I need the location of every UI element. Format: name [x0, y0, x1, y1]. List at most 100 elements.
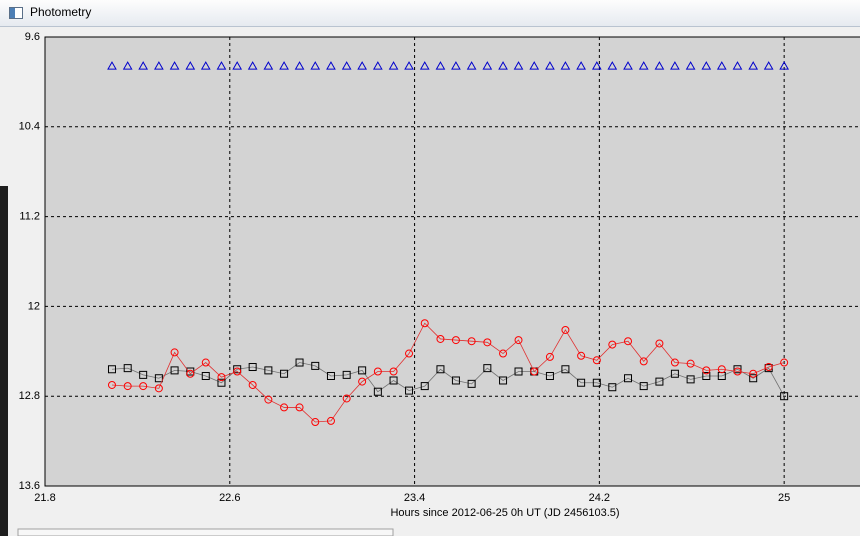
triangle-marker — [466, 61, 477, 70]
triangle-marker — [185, 61, 196, 70]
x-tick-label: 24.2 — [589, 492, 610, 504]
circle-marker — [342, 394, 351, 403]
circle-marker — [545, 352, 554, 361]
circle-marker — [248, 380, 257, 389]
triangle-marker — [654, 61, 665, 70]
triangle-marker — [779, 61, 790, 70]
triangle-marker — [122, 61, 133, 70]
square-marker — [436, 365, 445, 374]
triangle-marker — [670, 61, 680, 70]
y-tick-label: 12 — [28, 300, 40, 312]
triangle-marker — [638, 61, 649, 70]
plot-area — [44, 36, 860, 487]
circle-marker — [499, 349, 508, 358]
square-marker — [780, 392, 789, 401]
square-marker — [592, 378, 601, 387]
square-marker — [280, 369, 289, 378]
triangle-marker — [107, 61, 117, 70]
circle-marker — [780, 358, 789, 367]
square-marker — [499, 376, 508, 385]
triangle-marker — [138, 61, 149, 70]
square-marker — [248, 363, 257, 372]
background-edge — [0, 186, 8, 536]
circle-marker — [420, 319, 429, 328]
title-bar: Photometry — [0, 0, 860, 27]
square-marker — [342, 370, 351, 379]
triangle-marker — [341, 61, 352, 70]
circle-marker — [373, 367, 382, 376]
circle-marker — [561, 325, 570, 334]
triangle-marker — [372, 61, 383, 70]
triangle-marker — [607, 61, 618, 70]
circle-marker — [608, 340, 617, 349]
circle-marker — [702, 366, 711, 375]
circle-marker — [639, 357, 648, 366]
square-marker — [420, 382, 429, 391]
x-axis-label: Hours since 2012-06-25 0h UT (JD 2456103… — [390, 507, 619, 519]
circle-marker — [107, 380, 116, 389]
square-marker — [326, 371, 335, 380]
triangle-marker — [591, 61, 602, 70]
square-marker — [639, 382, 648, 391]
triangle-marker — [154, 61, 164, 70]
circle-marker — [233, 367, 242, 376]
chart: Hours since 2012-06-25 0h UT (JD 2456103… — [0, 31, 860, 536]
triangle-marker — [357, 61, 368, 70]
series-line — [111, 362, 785, 397]
circle-marker — [655, 339, 664, 348]
square-marker — [514, 367, 523, 376]
circle-marker — [514, 336, 523, 345]
triangle-marker — [216, 61, 227, 70]
square-marker — [483, 364, 492, 373]
series-line — [111, 322, 785, 423]
circle-marker — [170, 348, 179, 357]
square-marker — [577, 378, 586, 387]
circle-marker — [530, 367, 539, 376]
triangle-marker — [560, 61, 571, 70]
triangle-marker — [623, 61, 633, 70]
circle-marker — [295, 403, 304, 412]
square-marker — [373, 387, 382, 396]
triangle-marker — [435, 61, 446, 70]
circle-marker — [280, 403, 289, 412]
triangle-marker — [732, 61, 743, 70]
circle-marker — [749, 369, 758, 378]
x-tick-label: 25 — [778, 492, 790, 504]
square-marker — [233, 365, 242, 374]
triangle-marker — [169, 61, 180, 70]
square-marker — [311, 361, 320, 370]
square-marker — [655, 377, 664, 386]
square-marker — [170, 366, 179, 375]
circle-marker — [123, 382, 132, 391]
circle-marker — [154, 384, 163, 393]
x-tick-label: 23.4 — [404, 492, 425, 504]
circle-marker — [201, 358, 210, 367]
circle-marker — [483, 338, 492, 347]
square-marker — [264, 366, 273, 375]
square-marker — [733, 365, 742, 374]
triangle-marker — [388, 61, 399, 70]
square-marker — [201, 371, 210, 380]
y-tick-label: 10.4 — [19, 121, 40, 133]
square-marker — [561, 365, 570, 374]
circle-marker — [139, 382, 148, 391]
triangle-marker — [685, 61, 696, 70]
triangle-marker — [263, 61, 274, 70]
circle-marker — [186, 369, 195, 378]
circle-marker — [311, 418, 320, 427]
triangle-marker — [763, 61, 774, 70]
circle-marker — [436, 334, 445, 343]
square-marker — [545, 371, 554, 380]
circle-marker — [405, 349, 414, 358]
circle-marker — [577, 351, 586, 360]
circle-marker — [624, 337, 633, 346]
triangle-marker — [326, 61, 336, 70]
square-marker — [358, 366, 367, 375]
circle-marker — [733, 367, 742, 376]
triangle-marker — [748, 61, 759, 70]
square-marker — [467, 379, 476, 388]
x-tick-label: 21.8 — [34, 492, 55, 504]
circle-marker — [592, 356, 601, 365]
triangle-marker — [294, 61, 305, 70]
